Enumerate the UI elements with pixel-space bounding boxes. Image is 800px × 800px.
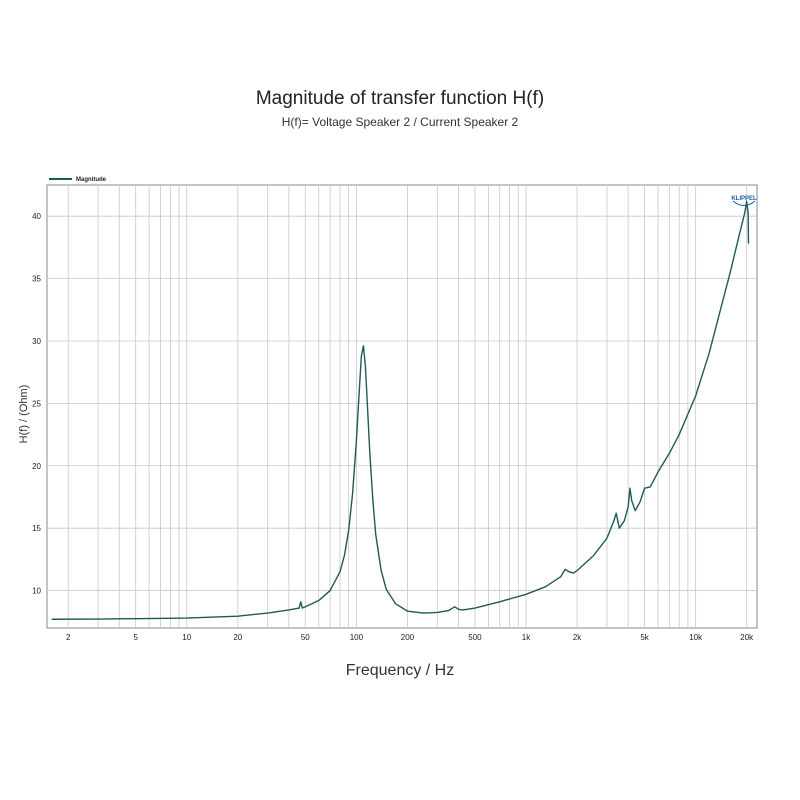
series-layer — [51, 200, 750, 620]
y-tick-label: 20 — [32, 462, 41, 471]
y-axis-label: H(f) / (Ohm) — [18, 384, 30, 444]
x-tick-label: 5k — [640, 633, 649, 642]
grid — [47, 185, 757, 628]
x-tick-label: 500 — [468, 633, 482, 642]
legend: Magnitude — [49, 177, 107, 183]
y-tick-label: 40 — [32, 212, 41, 221]
x-tick-label: 10 — [182, 633, 191, 642]
y-tick-label: 10 — [32, 587, 41, 596]
x-tick-label: 2 — [66, 633, 71, 642]
chart-subtitle: H(f)= Voltage Speaker 2 / Current Speake… — [281, 115, 519, 129]
x-axis-label: Frequency / Hz — [345, 662, 455, 679]
svg-text:KLIPPEL: KLIPPEL — [731, 196, 757, 202]
x-tick-label: 2k — [573, 633, 582, 642]
x-tick-label: 20k — [740, 633, 754, 642]
x-tick-label: 20 — [233, 633, 242, 642]
y-tick-label: 30 — [32, 337, 41, 346]
x-tick-label: 50 — [301, 633, 310, 642]
legend-label: Magnitude — [76, 177, 107, 183]
x-tick-label: 1k — [522, 633, 531, 642]
y-tick-label: 25 — [32, 399, 41, 408]
y-tick-label: 35 — [32, 275, 41, 284]
x-tick-label: 200 — [401, 633, 415, 642]
y-tick-label: 15 — [32, 524, 41, 533]
series-line-magnitude — [51, 200, 750, 620]
x-tick-label: 100 — [350, 633, 364, 642]
y-axis-ticks: 10 15 20 25 30 35 40 — [32, 212, 41, 595]
x-tick-label: 5 — [133, 633, 138, 642]
klippel-logo: KLIPPEL — [731, 196, 757, 206]
plot-frame — [46, 184, 758, 629]
chart-title: Magnitude of transfer function H(f) — [255, 88, 545, 109]
x-axis-ticks: 2 5 10 20 50 100 200 500 1k 2k 5k 10k 20k — [66, 633, 754, 642]
x-tick-label: 10k — [689, 633, 703, 642]
